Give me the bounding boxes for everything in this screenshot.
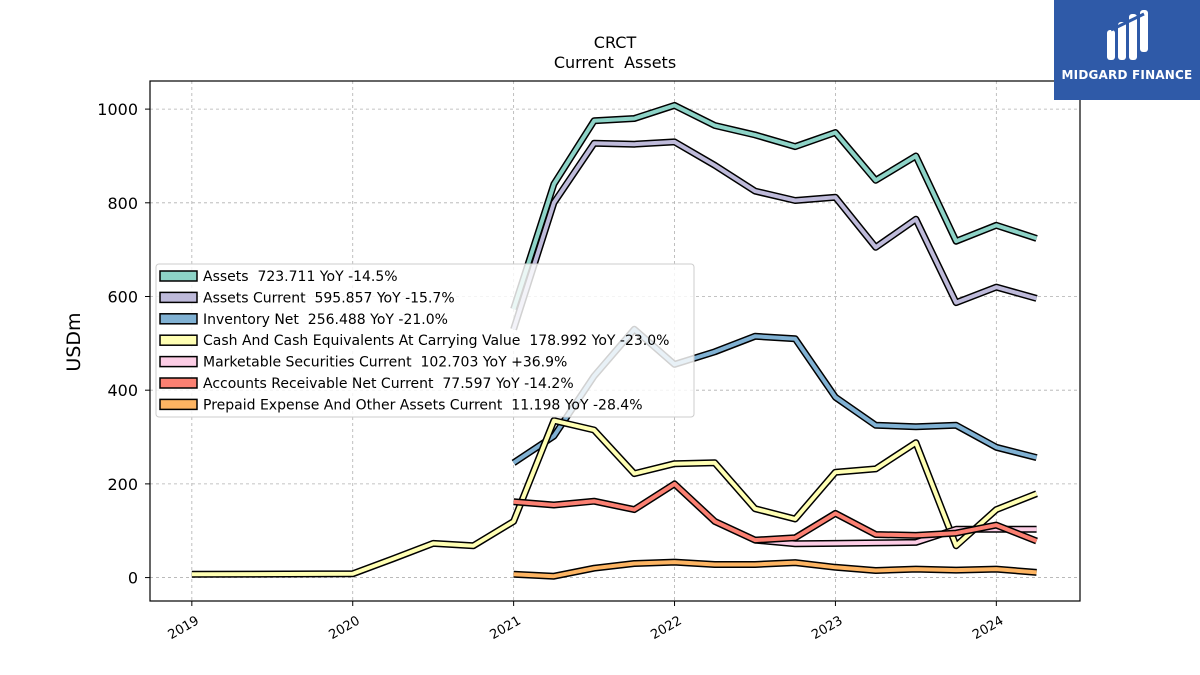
series-line-outline <box>191 417 1038 578</box>
legend-label: Prepaid Expense And Other Assets Current… <box>203 397 643 413</box>
legend: Assets 723.711 YoY -14.5% Assets Current … <box>155 263 695 418</box>
x-tick-label: 2023 <box>809 613 845 643</box>
y-tick-label: 400 <box>107 381 138 400</box>
series-line <box>511 139 1038 330</box>
plot-frame <box>149 80 1081 602</box>
y-tick-label: 600 <box>107 287 138 306</box>
y-axis-label: USDm <box>63 312 85 371</box>
legend-label: Inventory Net 256.488 YoY -21.0% <box>203 312 448 328</box>
chart-title: CRCT <box>594 33 637 52</box>
x-tick-label: 2019 <box>166 613 202 643</box>
x-tick-label: 2020 <box>327 613 363 643</box>
legend-label: Assets Current 595.857 YoY -15.7% <box>203 290 455 306</box>
legend-swatch <box>159 355 198 368</box>
x-axis-ticks: 2019 2020 2021 2022 2023 2024 <box>166 601 1006 643</box>
series-lines <box>191 101 1038 580</box>
legend-label: Accounts Receivable Net Current 77.597 Y… <box>203 376 574 392</box>
brand-name: MIDGARD FINANCE <box>1061 68 1193 82</box>
legend-box <box>155 263 695 418</box>
legend-swatch <box>159 377 198 389</box>
legend-label: Cash And Cash Equivalents At Carrying Va… <box>203 333 669 349</box>
y-axis-ticks: 0 200 400 600 800 1000 <box>97 100 150 588</box>
brand-logo: MIDGARD FINANCE <box>1054 0 1200 100</box>
legend-swatch <box>159 313 198 325</box>
series-line <box>513 481 1038 543</box>
series-1 <box>510 101 1038 311</box>
y-tick-label: 1000 <box>97 100 138 119</box>
legend-swatch <box>159 270 198 282</box>
series-4 <box>191 417 1038 578</box>
series-line <box>513 560 1037 579</box>
legend-label: Assets 723.711 YoY -14.5% <box>203 269 398 285</box>
series-6 <box>513 480 1038 545</box>
series-line <box>511 103 1038 310</box>
y-tick-label: 0 <box>128 569 138 588</box>
legend-swatch <box>159 291 198 304</box>
legend-label: Marketable Securities Current 102.703 Yo… <box>203 355 567 371</box>
series-7 <box>513 558 1037 580</box>
x-tick-label: 2021 <box>487 613 523 643</box>
chart-subtitle: Current Assets <box>554 53 676 72</box>
y-tick-label: 200 <box>107 475 138 494</box>
series-line <box>191 418 1038 577</box>
legend-swatch <box>159 334 198 346</box>
legend-swatch <box>159 398 198 411</box>
x-tick-label: 2022 <box>648 613 684 643</box>
y-tick-label: 800 <box>107 194 138 213</box>
x-tick-label: 2024 <box>970 613 1006 643</box>
series-2 <box>510 138 1038 331</box>
brand-logo-icon <box>1107 10 1148 60</box>
